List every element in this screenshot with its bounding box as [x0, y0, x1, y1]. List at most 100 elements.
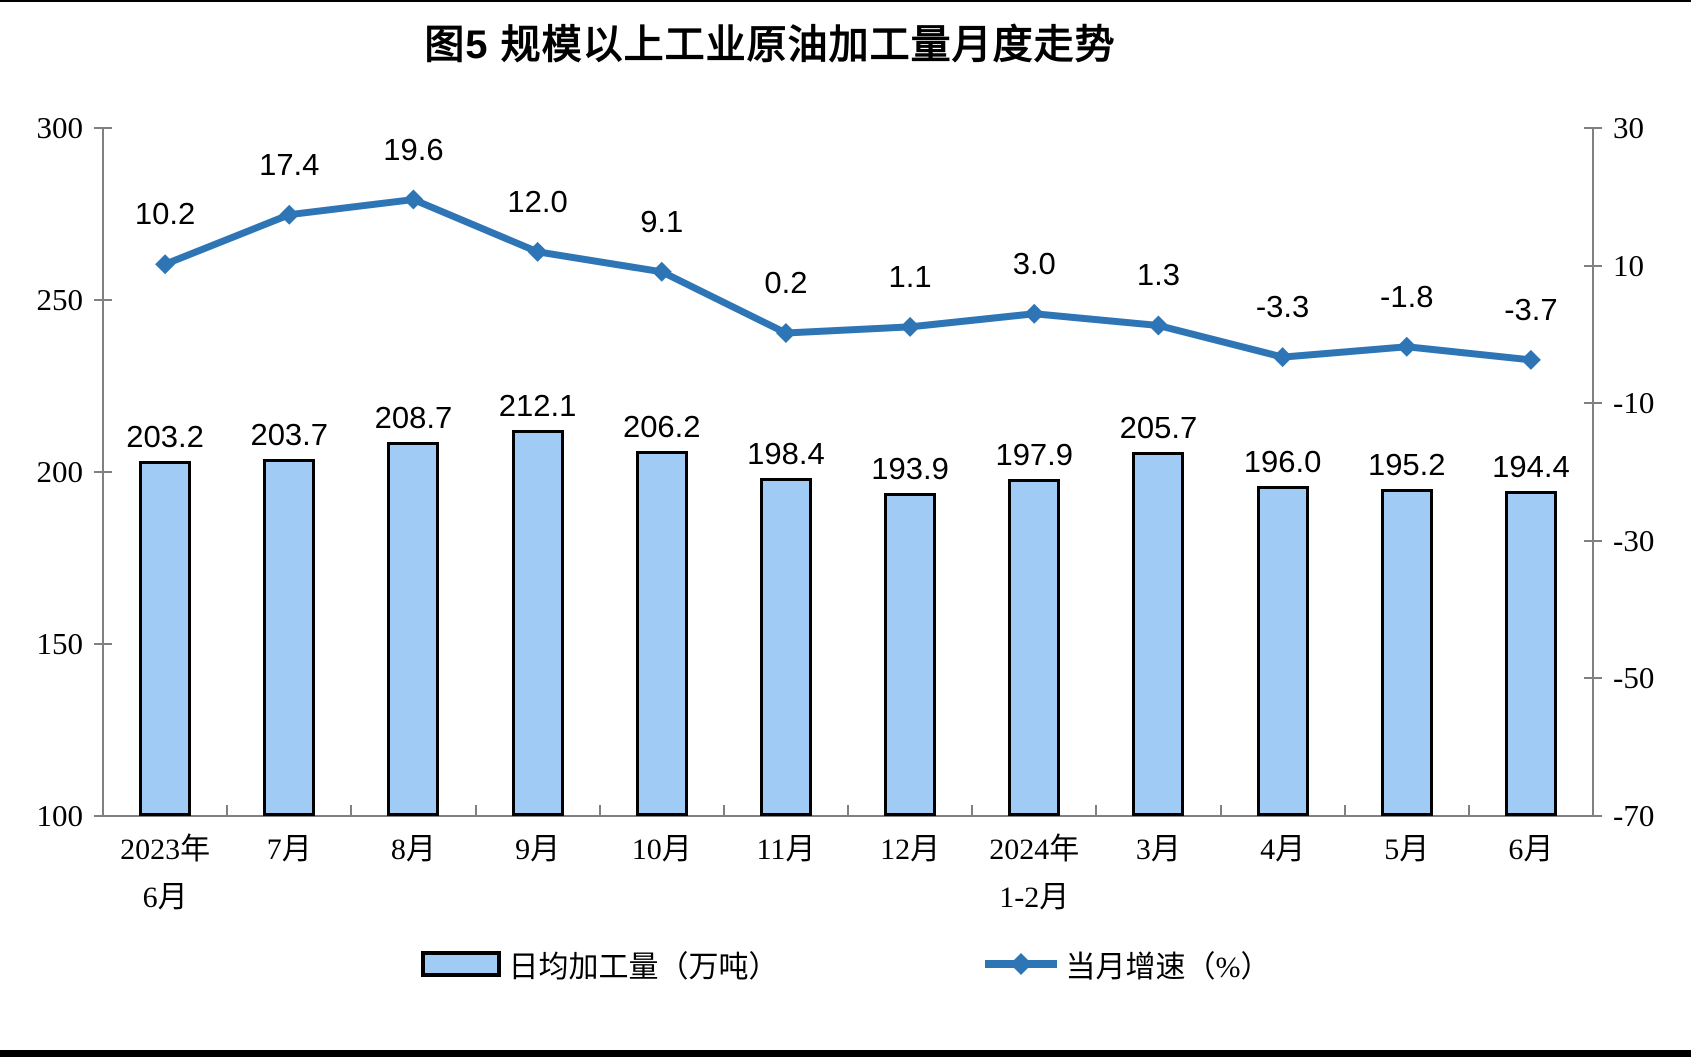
- line-value-label: -1.8: [1380, 278, 1434, 314]
- y-axis-right-tick-label: 10: [1613, 247, 1644, 283]
- bar: [759, 477, 812, 816]
- legend-item-bar-series: 日均加工量（万吨）: [420, 942, 779, 986]
- bar: [387, 442, 440, 816]
- x-axis-tick: [598, 805, 601, 816]
- y-axis-right-tick: [1584, 127, 1602, 129]
- line-point-marker: [775, 323, 796, 344]
- bar-value-label: 195.2: [1367, 446, 1446, 482]
- y-axis-left-tick-label: 250: [36, 282, 84, 317]
- bar: [1008, 479, 1061, 816]
- line-point-marker: [279, 204, 300, 225]
- line-point-marker: [1272, 347, 1293, 368]
- legend-label-line-series: 当月增速（%）: [1065, 951, 1271, 984]
- x-category-label: 11月: [756, 833, 816, 866]
- x-axis-tick: [1095, 805, 1098, 816]
- bar: [1256, 485, 1309, 816]
- line-value-label: 1.3: [1136, 257, 1180, 293]
- line-point-marker: [900, 316, 921, 337]
- bar: [884, 492, 937, 816]
- bar: [511, 430, 564, 816]
- y-axis-right-tick: [1584, 402, 1602, 405]
- y-axis-right-tick: [1584, 677, 1602, 680]
- bar-series-swatch: [420, 951, 501, 977]
- y-axis-right-tick-label: -50: [1613, 660, 1655, 696]
- bar: [263, 459, 316, 816]
- bar-value-label: 203.7: [250, 417, 329, 453]
- bar: [1504, 491, 1557, 816]
- y-axis-right: [1592, 128, 1594, 816]
- x-axis-tick: [847, 805, 849, 816]
- x-category-label: 10月: [631, 833, 692, 866]
- bar: [139, 460, 192, 816]
- line-value-label: -3.7: [1504, 291, 1558, 327]
- y-axis-left-tick-label: 100: [36, 798, 84, 833]
- y-axis-left-tick-label: 150: [36, 626, 84, 661]
- x-axis-tick: [1467, 805, 1470, 816]
- y-axis-right-tick-label: -30: [1613, 522, 1655, 558]
- x-axis: [102, 815, 1594, 817]
- x-axis-tick: [971, 805, 974, 816]
- line-point-marker: [1024, 303, 1045, 324]
- line-value-label: 17.4: [259, 146, 320, 182]
- line-value-label: 19.6: [383, 131, 444, 167]
- line-point-marker: [651, 261, 672, 282]
- legend: 日均加工量（万吨） 当月增速（%）: [0, 936, 1691, 992]
- growth-rate-line-layer: [155, 189, 1541, 370]
- line-point-marker: [403, 189, 424, 210]
- x-axis-tick: [722, 805, 725, 816]
- bottom-frame-line: [0, 1050, 1691, 1057]
- x-category-label: 4月: [1260, 833, 1306, 866]
- line-point-marker: [1396, 336, 1417, 357]
- bar-value-label: 194.4: [1492, 449, 1570, 485]
- bar: [1132, 452, 1185, 816]
- line-point-marker: [527, 241, 548, 262]
- bar-value-label: 193.9: [871, 450, 949, 486]
- y-axis-left-tick-label: 300: [36, 110, 84, 145]
- y-axis-right-tick-label: -10: [1613, 385, 1655, 421]
- legend-label-bar-series: 日均加工量（万吨）: [508, 951, 779, 984]
- line-value-label: 1.1: [888, 258, 932, 294]
- line-value-label: 0.2: [764, 265, 808, 301]
- y-axis-left-tick: [94, 299, 112, 301]
- line-value-label: 9.1: [640, 203, 684, 239]
- x-axis-tick: [350, 805, 353, 816]
- y-axis-right-tick: [1584, 539, 1602, 542]
- x-category-label: 9月: [515, 833, 561, 866]
- line-value-label: 10.2: [134, 196, 196, 232]
- line-point-marker: [1520, 349, 1541, 370]
- bar-value-label: 208.7: [374, 400, 453, 436]
- x-category-label: 6月: [1508, 833, 1554, 866]
- bar: [1380, 488, 1433, 816]
- bar-value-label: 205.7: [1119, 410, 1198, 446]
- bar-value-label: 212.1: [498, 388, 577, 424]
- y-axis-right-tick-label: -70: [1613, 798, 1655, 833]
- x-category-label: 8月: [390, 833, 436, 866]
- line-point-marker: [1148, 315, 1169, 336]
- chart-title: 图5 规模以上工业原油加工量月度走势: [424, 23, 1116, 67]
- line-point-marker: [155, 254, 176, 275]
- x-category-label: 2024年 1-2月: [989, 833, 1080, 914]
- x-category-label: 7月: [266, 833, 312, 866]
- bar-value-label: 206.2: [622, 408, 701, 444]
- y-axis-right-tick: [1584, 815, 1602, 817]
- y-axis-left-tick: [94, 471, 112, 473]
- bar-value-label: 203.2: [126, 418, 204, 454]
- x-axis-tick: [474, 805, 477, 816]
- y-axis-left-tick: [94, 815, 112, 817]
- line-series-swatch: [984, 953, 1057, 975]
- y-axis-right-tick-label: 30: [1613, 110, 1644, 145]
- top-frame-line: [0, 0, 1691, 2]
- growth-rate-line: [163, 196, 1532, 364]
- x-category-label: 3月: [1135, 833, 1181, 866]
- y-axis-left-tick-label: 200: [36, 454, 84, 489]
- x-axis-tick: [1219, 805, 1222, 816]
- x-category-label: 12月: [880, 833, 941, 866]
- plot-area: 300 250 200 150 100 30 10 -10 -30 -50 -70 2023年 6月 7…: [37, 110, 1655, 914]
- line-value-label: 3.0: [1012, 245, 1056, 281]
- line-value-label: -3.3: [1255, 289, 1310, 325]
- x-category-label: 5月: [1384, 833, 1430, 866]
- y-axis-left-tick: [94, 643, 112, 645]
- bar-value-label: 196.0: [1243, 443, 1322, 479]
- bar-value-label: 198.4: [747, 435, 825, 471]
- x-category-label: 2023年 6月: [120, 833, 211, 914]
